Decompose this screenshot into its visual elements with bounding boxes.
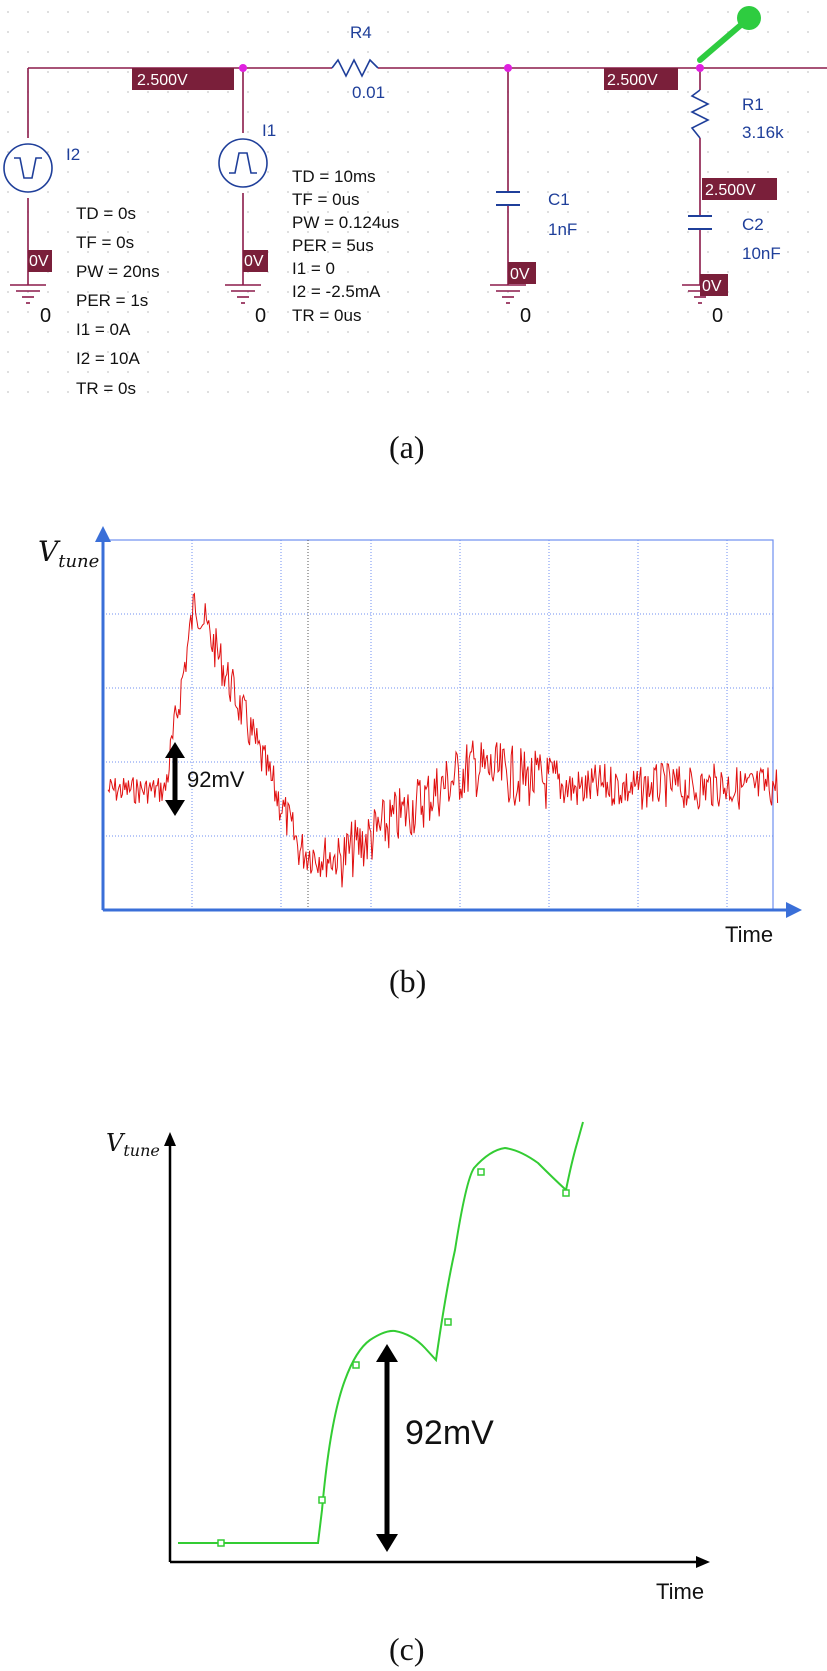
i1-param: I1 = 0	[292, 259, 335, 278]
y-label-sub: tune	[123, 1141, 160, 1160]
panel-b-y-arrow-icon	[95, 526, 111, 542]
net-voltage-tag: 2.500V	[132, 68, 234, 90]
y-label-main: V	[106, 1129, 126, 1157]
caption-c: (c)	[389, 1631, 425, 1667]
i1-param: PW = 0.124us	[292, 213, 399, 232]
capacitor-c1[interactable]	[496, 191, 520, 206]
ground-voltage-text: 0V	[702, 278, 722, 295]
voltage-probe-icon[interactable]	[697, 6, 761, 63]
schematic-panel: R4 0.01 R1 3.16k C1 1nF C2 10nF I2	[3, 6, 827, 465]
ground-voltage-text: 0V	[510, 266, 530, 283]
trace-marker	[318, 1496, 326, 1504]
caption-a: (a)	[389, 429, 425, 465]
panel-c-x-label: Time	[656, 1579, 704, 1604]
panel-c-y-arrow-icon	[164, 1132, 176, 1146]
trace-marker	[444, 1318, 452, 1326]
trace-marker	[562, 1189, 570, 1197]
ground-label: 0	[712, 305, 723, 327]
ground-voltage-text: 0V	[29, 253, 49, 270]
ground-label: 0	[520, 305, 531, 327]
r4-name: R4	[350, 23, 372, 42]
i1-name: I1	[262, 121, 276, 140]
current-source-i1[interactable]	[218, 138, 268, 188]
i2-param: TF = 0s	[76, 233, 134, 252]
i1-param: I2 = -2.5mA	[292, 282, 381, 301]
panel-b-grid	[102, 539, 774, 911]
i2-param: TR = 0s	[76, 379, 136, 398]
panel-c-trace	[178, 1121, 584, 1544]
i1-param: TR = 0us	[292, 306, 361, 325]
panel-c: Vtune Time 92mV (c)	[106, 1121, 710, 1667]
panel-c-markers	[217, 1168, 570, 1547]
trace-marker	[477, 1168, 485, 1176]
panel-b-annotation: 92mV	[187, 767, 245, 792]
y-label-main: V	[38, 535, 61, 568]
panel-b-y-label: Vtune	[38, 535, 99, 572]
r1-name: R1	[742, 95, 764, 114]
capacitor-c2[interactable]	[688, 215, 712, 230]
ground-label: 0	[255, 305, 266, 327]
panel-c-axes	[168, 1142, 700, 1564]
c2-value: 10nF	[742, 244, 781, 263]
r1-value: 3.16k	[742, 123, 784, 142]
panel-b: Vtune Time 92mV (b)	[38, 526, 802, 999]
i1-param: TF = 0us	[292, 190, 360, 209]
svg-text:Vtune: Vtune	[38, 535, 99, 572]
r4-value: 0.01	[352, 83, 385, 102]
panel-b-x-label: Time	[725, 922, 773, 947]
ground-voltage-tag: 0V	[700, 274, 728, 296]
ground-label: 0	[40, 305, 51, 327]
c1-value: 1nF	[548, 220, 577, 239]
ground-voltage-tag: 0V	[28, 250, 52, 272]
svg-text:Vtune: Vtune	[106, 1129, 160, 1160]
trace-marker	[352, 1361, 360, 1369]
panel-b-x-arrow-icon	[786, 902, 802, 918]
net-voltage-text: 2.500V	[137, 72, 188, 89]
i1-param: PER = 5us	[292, 236, 374, 255]
i2-param: PW = 20ns	[76, 262, 160, 281]
net-voltage-tag: 2.500V	[702, 178, 777, 200]
ground-voltage-tag: 0V	[243, 250, 268, 272]
i2-param: TD = 0s	[76, 204, 136, 223]
c1-name: C1	[548, 190, 570, 209]
i1-param: TD = 10ms	[292, 167, 376, 186]
i2-param: I1 = 0A	[76, 320, 131, 339]
i2-param: I2 = 10A	[76, 349, 140, 368]
y-label-sub: tune	[58, 551, 99, 572]
i2-name: I2	[66, 145, 80, 164]
i2-param: PER = 1s	[76, 291, 148, 310]
i1-parameters: TD = 10ms TF = 0us PW = 0.124us PER = 5u…	[292, 167, 399, 325]
panel-c-y-label: Vtune	[106, 1129, 160, 1160]
ground-icon	[490, 284, 526, 304]
ground-voltage-text: 0V	[244, 253, 264, 270]
junction-dots	[239, 64, 704, 72]
resistor-r1[interactable]: R1 3.16k	[690, 89, 784, 142]
trace-marker	[217, 1539, 225, 1547]
panel-c-amplitude-arrow	[376, 1344, 398, 1552]
net-voltage-text: 2.500V	[705, 182, 756, 199]
panel-b-trace	[107, 592, 779, 888]
ground-icon	[225, 284, 261, 304]
panel-c-x-arrow-icon	[696, 1556, 710, 1568]
panel-c-annotation: 92mV	[405, 1414, 494, 1452]
current-source-i2[interactable]	[3, 143, 53, 193]
ground-voltage-tag: 0V	[508, 262, 536, 284]
i2-parameters: TD = 0s TF = 0s PW = 20ns PER = 1s I1 = …	[76, 204, 160, 398]
c2-name: C2	[742, 215, 764, 234]
net-voltage-text: 2.500V	[607, 72, 658, 89]
panel-b-axes	[101, 538, 790, 912]
panel-b-amplitude-arrow	[165, 742, 185, 816]
net-voltage-tag: 2.500V	[604, 68, 678, 90]
resistor-r4[interactable]: R4 0.01	[331, 23, 385, 102]
ground-icon	[10, 284, 46, 304]
voltage-tags: 2.500V 2.500V 2.500V 0V 0V 0V	[28, 68, 777, 296]
caption-b: (b)	[389, 963, 426, 999]
